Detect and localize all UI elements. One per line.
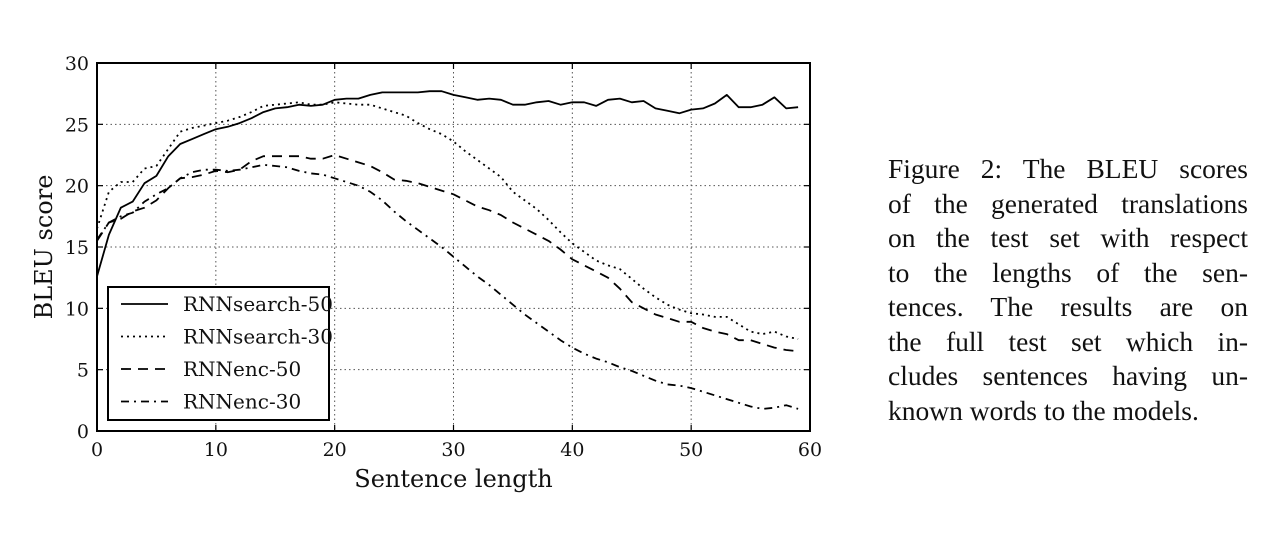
caption-line: the full test set which in- <box>888 325 1248 357</box>
legend-label: RNNsearch-30 <box>183 325 333 349</box>
x-tick-label: 20 <box>323 439 347 461</box>
caption-line: Figure 2: The BLEU scores <box>888 153 1248 184</box>
x-tick-label: 40 <box>560 439 584 461</box>
y-tick-label: 0 <box>77 421 89 443</box>
x-tick-label: 10 <box>204 439 228 461</box>
caption-line: of the generated translations <box>888 187 1248 219</box>
figure-caption: Figure 2: The BLEU scores of the generate… <box>888 152 1248 428</box>
x-axis-label: Sentence length <box>354 465 552 493</box>
y-tick-label: 25 <box>65 114 89 136</box>
axis-ticks: 0 10 20 30 40 50 60 0 5 10 15 20 25 30 <box>65 53 822 461</box>
bleu-line-chart: 0 10 20 30 40 50 60 0 5 10 15 20 25 30 Sentence lengt… <box>30 53 822 493</box>
series-line-rnnenc-50 <box>96 154 799 353</box>
x-tick-label: 0 <box>91 439 103 461</box>
x-tick-label: 30 <box>441 439 465 461</box>
x-tick-label: 50 <box>679 439 703 461</box>
series-line-rnnenc-30 <box>96 163 799 410</box>
y-tick-label: 30 <box>65 53 89 75</box>
caption-line: cludes sentences having un- <box>888 360 1248 391</box>
legend-box <box>107 286 330 421</box>
series-line-rnnsearch-50 <box>96 90 799 277</box>
legend-label: RNNsearch-50 <box>183 292 333 316</box>
y-tick-label: 20 <box>65 176 89 198</box>
caption-line: to the lengths of the sen- <box>888 256 1248 288</box>
gridlines <box>97 63 810 431</box>
y-axis-label: BLEU score <box>30 175 58 320</box>
legend: RNNsearch-50 RNNsearch-30 RNNenc-50 RNNenc-… <box>107 286 333 421</box>
caption-line: tences. The results are on <box>888 291 1248 322</box>
caption-line: on the test set with respect <box>888 222 1248 253</box>
y-tick-label: 10 <box>65 298 89 320</box>
legend-label: RNNenc-30 <box>183 390 301 414</box>
legend-label: RNNenc-50 <box>183 357 301 381</box>
series-lines <box>96 90 799 410</box>
caption-line: known words to the models. <box>888 394 1199 426</box>
y-tick-label: 15 <box>65 237 89 259</box>
y-tick-label: 5 <box>77 360 89 382</box>
x-tick-label: 60 <box>798 439 822 461</box>
